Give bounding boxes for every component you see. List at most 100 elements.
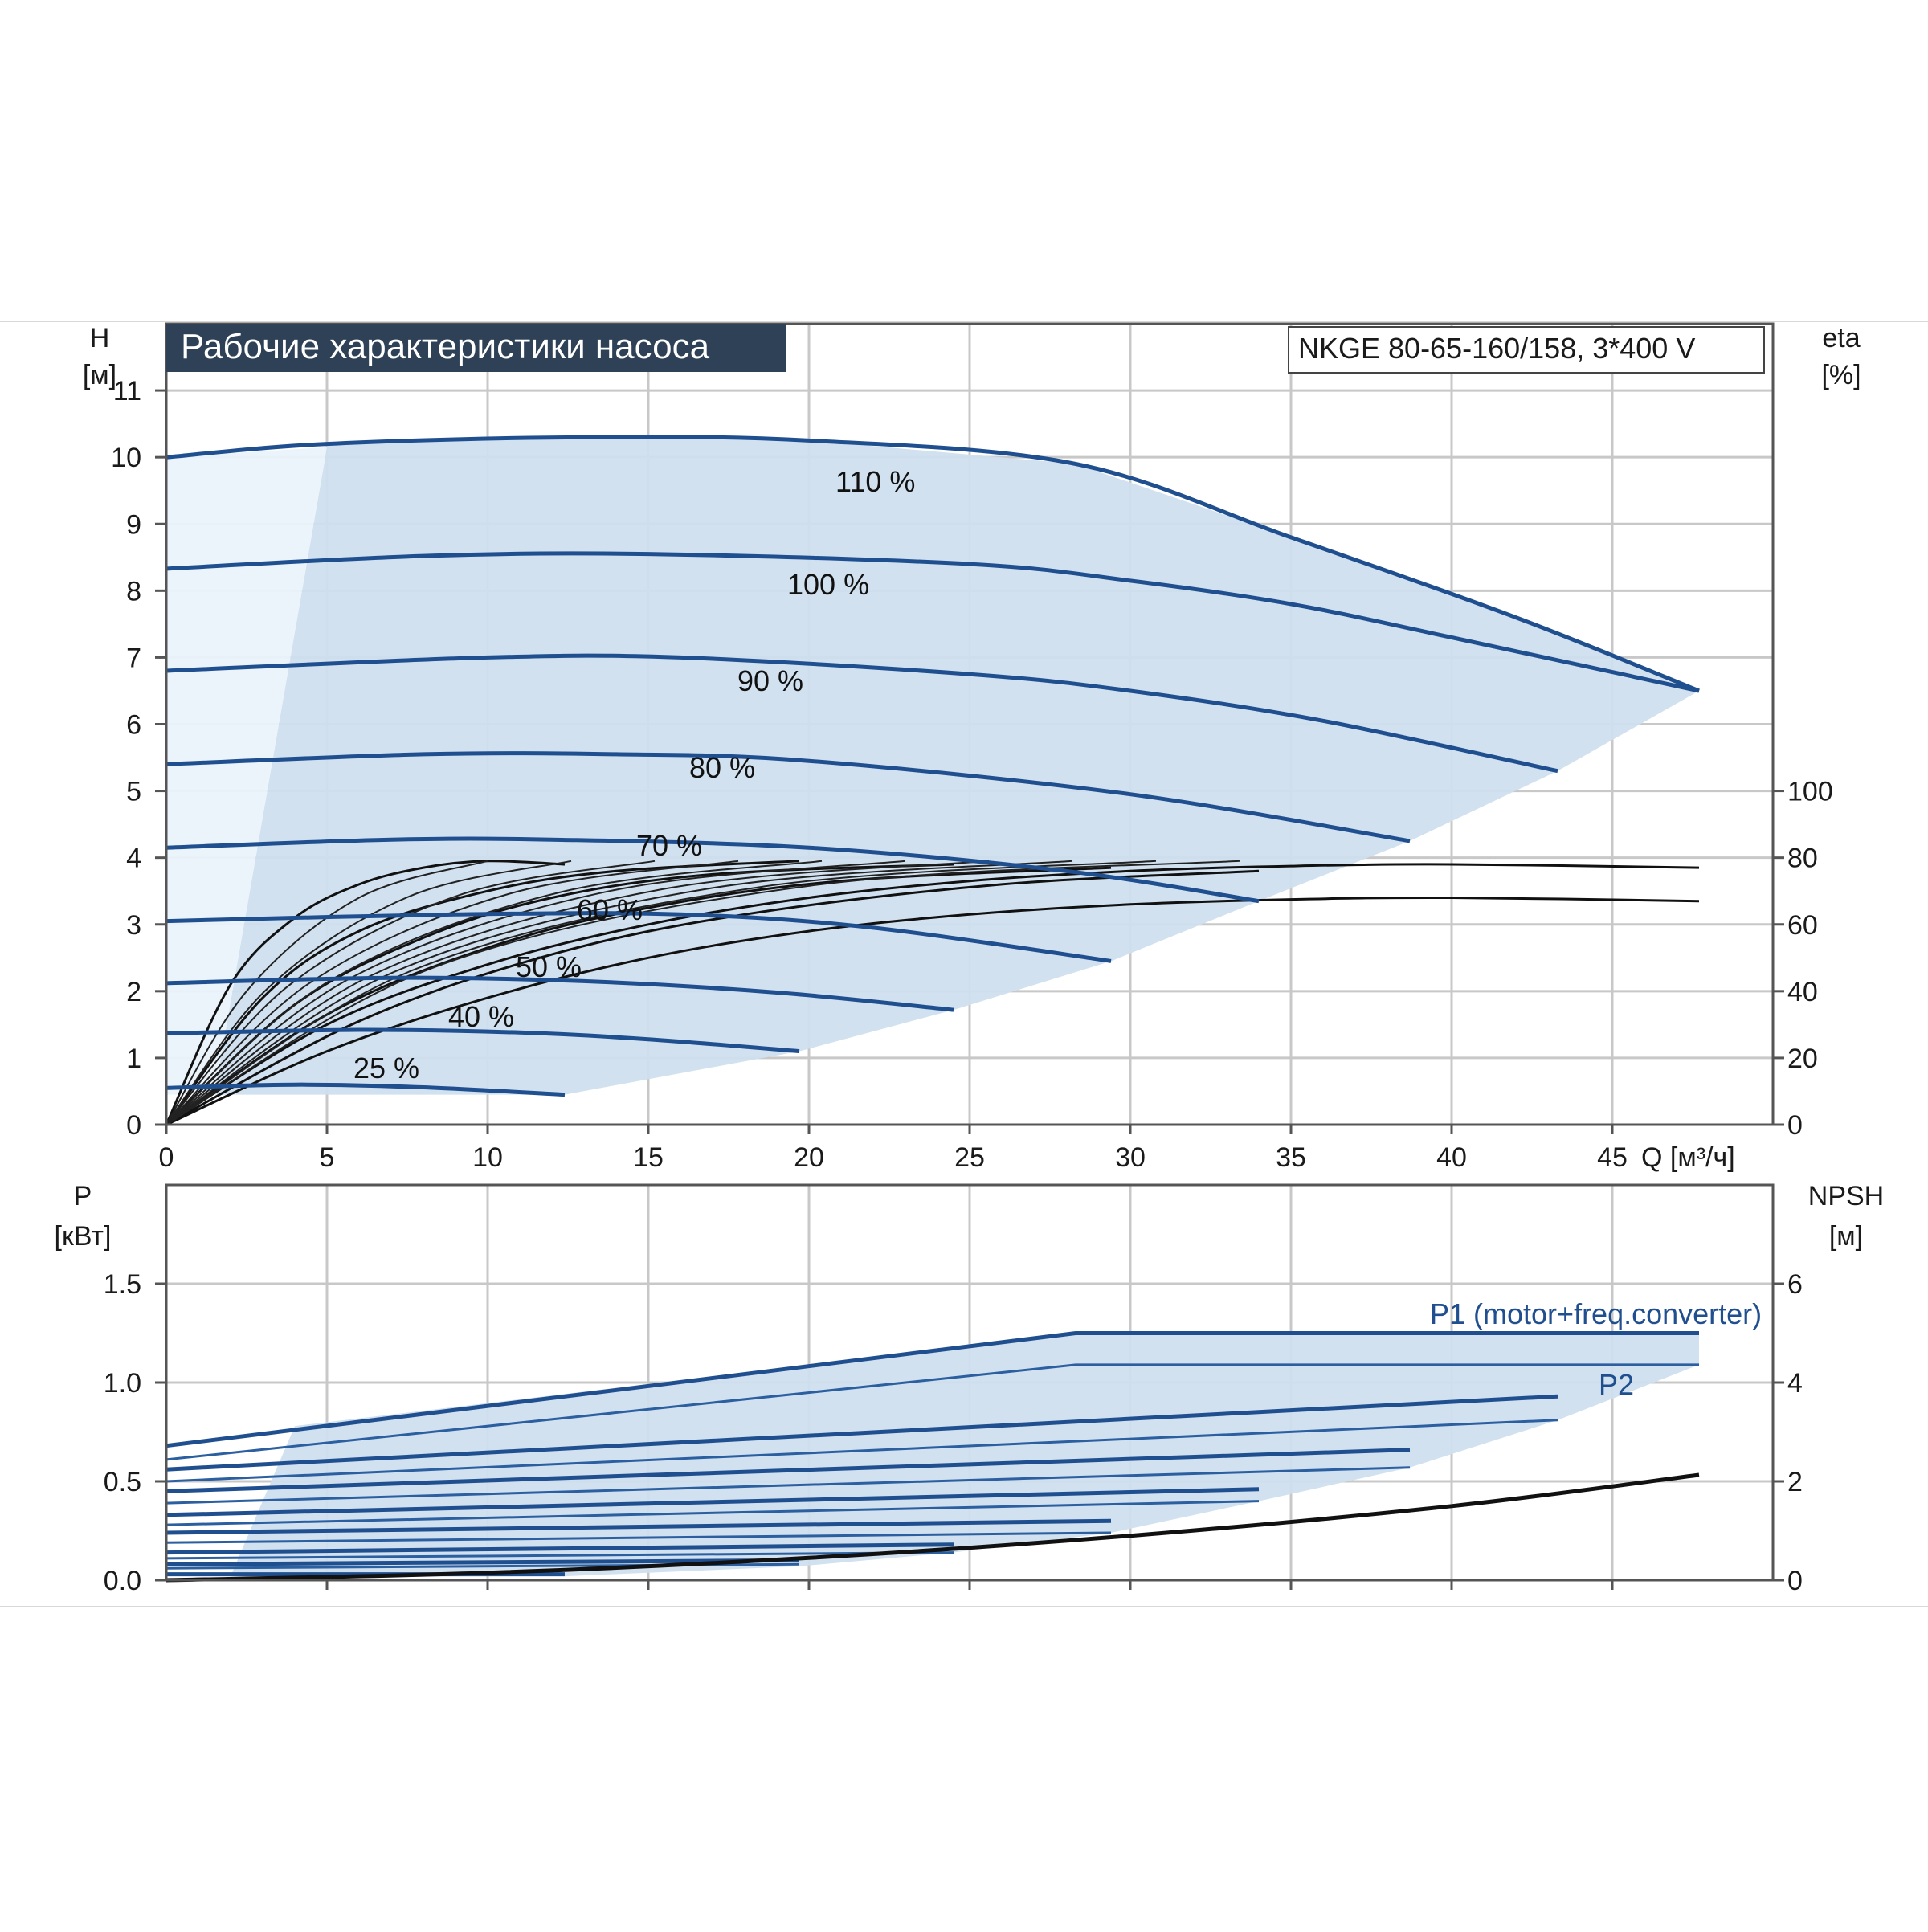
x-tick-label: 0 (159, 1142, 174, 1173)
speed-curve (165, 435, 1700, 693)
power-curve (165, 1363, 1699, 1461)
x-tick-label: 10 (472, 1142, 503, 1173)
speed-curve-label: 25 % (353, 1052, 419, 1084)
tick-labels: 0 5 10 15 20 25 30 35 40 450123456789101102040608… (104, 376, 1833, 1596)
speed-curve-label: 40 % (448, 1000, 514, 1033)
efficiency-curve-minor (165, 860, 488, 1125)
legend-p1: P1 (motor+freq.converter) (1430, 1297, 1762, 1330)
speed-curve (165, 975, 954, 1012)
x-tick-label: 40 (1436, 1142, 1467, 1173)
power-curve (165, 1466, 1411, 1505)
y-axis-label-head: H (90, 323, 110, 353)
y-tick-label: 6 (126, 710, 141, 741)
chart-title: Рабочие характеристики насоса (181, 327, 710, 366)
x-tick-label: 25 (954, 1142, 985, 1173)
npsh-tick-label: 6 (1787, 1269, 1803, 1300)
y2-tick-label: 60 (1787, 910, 1818, 941)
power-curve (165, 1558, 800, 1566)
speed-curve-label: 100 % (787, 568, 869, 601)
power-curves (165, 1331, 1699, 1577)
power-curve (165, 1419, 1558, 1483)
efficiency-curve-minor (165, 860, 823, 1125)
y-axis-label-power: P (74, 1181, 92, 1211)
y-axis-unit-head: [м] (83, 360, 116, 390)
power-tick-label: 0.0 (104, 1566, 141, 1596)
y-tick-label: 10 (111, 443, 141, 473)
y-tick-label: 9 (126, 509, 141, 540)
speed-curve (165, 836, 1260, 904)
y2-axis-label-eta: eta (1822, 323, 1860, 353)
efficiency-curve-minor (165, 860, 990, 1125)
y2-axis-unit-npsh: [м] (1829, 1221, 1863, 1252)
npsh-tick-label: 4 (1787, 1368, 1803, 1399)
x-tick-label: 35 (1276, 1142, 1306, 1173)
speed-curve-label: 70 % (636, 829, 702, 862)
y-axis-unit-power: [кВт] (55, 1221, 112, 1252)
efficiency-curve (165, 896, 1700, 1126)
efficiency-curve-minor (165, 860, 906, 1125)
power-curve (165, 1542, 954, 1555)
npsh-tick-label: 2 (1787, 1467, 1803, 1497)
efficiency-curve (165, 869, 1260, 1126)
efficiency-curve-minor (165, 860, 1240, 1125)
npsh-curve (165, 1472, 1700, 1583)
y-tick-label: 8 (126, 576, 141, 607)
power-curve (165, 1551, 954, 1560)
speed-curve (165, 751, 1411, 843)
speed-curves (165, 435, 1700, 1097)
speed-curve-label: 60 % (577, 893, 643, 926)
x-tick-label: 5 (320, 1142, 335, 1173)
power-tick-label: 1.5 (104, 1269, 141, 1300)
efficiency-curve (165, 863, 1700, 1126)
x-tick-label: 20 (794, 1142, 824, 1173)
efficiency-curve-minor (165, 860, 572, 1125)
speed-curve-label: 110 % (835, 465, 915, 498)
x-tick-label: 30 (1115, 1142, 1146, 1173)
power-curve (165, 1331, 1699, 1448)
y-tick-label: 0 (126, 1110, 141, 1141)
speed-curve (165, 551, 1700, 693)
speed-curve (165, 1027, 800, 1054)
npsh-tick-label: 0 (1787, 1566, 1803, 1596)
y2-tick-label: 20 (1787, 1044, 1818, 1074)
power-curve (165, 1448, 1411, 1493)
speed-curve (165, 1082, 566, 1097)
operating-area-head (214, 437, 1699, 1095)
power-curve (165, 1487, 1260, 1517)
efficiency-curve-minor (165, 860, 739, 1125)
efficiency-curve-minor (165, 860, 656, 1125)
power-tick-label: 0.5 (104, 1467, 141, 1497)
y2-tick-label: 100 (1787, 777, 1833, 807)
power-curve (165, 1531, 1112, 1544)
speed-curve-label: 50 % (516, 950, 582, 983)
x-tick-label: 45 (1597, 1142, 1628, 1173)
y2-tick-label: 80 (1787, 843, 1818, 874)
y-tick-label: 4 (126, 843, 141, 874)
power-tick-label: 1.0 (104, 1368, 141, 1399)
legend-p2: P2 (1599, 1368, 1634, 1401)
title-box (166, 324, 786, 372)
x-axis-label: Q [м³/ч] (1641, 1142, 1735, 1173)
y-tick-label: 7 (126, 643, 141, 673)
speed-curve (165, 653, 1558, 774)
speed-curve-label: 80 % (689, 751, 755, 784)
y-tick-label: 3 (126, 910, 141, 941)
chart-subtitle: NKGE 80-65-160/158, 3*400 V (1298, 332, 1695, 365)
y2-axis-label-npsh: NPSH (1808, 1181, 1884, 1211)
y-tick-label: 11 (113, 376, 141, 406)
power-curve (165, 1394, 1558, 1472)
speed-curve-label: 90 % (737, 664, 803, 697)
y2-axis-unit-eta: [%] (1821, 360, 1861, 390)
model-box (1288, 326, 1765, 374)
power-curve (165, 1518, 1112, 1535)
efficiency-curve-minor (165, 860, 1073, 1125)
x-tick-label: 15 (633, 1142, 664, 1173)
curve-labels: 110 % 100 % 90 % 80 % 70 % 60 % 50 %40 % 25 % (353, 465, 915, 1084)
y-tick-label: 1 (126, 1044, 141, 1074)
y-tick-label: 2 (126, 977, 141, 1007)
y2-tick-label: 40 (1787, 977, 1818, 1007)
y2-tick-label: 0 (1787, 1110, 1803, 1141)
operating-area-head-left (166, 447, 327, 1095)
